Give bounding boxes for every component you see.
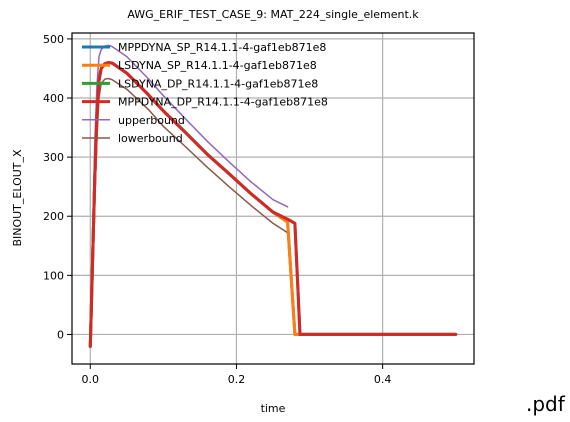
y-tick-label: 300 [43,151,64,164]
ticks: 0.0 0.2 0.4 0 100 200 300 400 500 [43,33,391,386]
legend-label-5: lowerbound [118,132,183,145]
y-tick-label: 400 [43,92,64,105]
y-tick-label: 200 [43,210,64,223]
legend-label-3: MPPDYNA_DP_R14.1.1-4-gaf1eb871e8 [118,96,328,109]
series-line-3 [88,61,458,348]
grid [72,33,474,364]
x-axis-label: time [261,402,286,415]
legend-label-0: MPPDYNA_SP_R14.1.1-4-gaf1eb871e8 [118,41,326,54]
legend-label-2: LSDYNA_DP_R14.1.1-4-gaf1eb871e8 [118,77,318,90]
x-tick-label: 0.0 [82,373,100,386]
chart-title: AWG_ERIF_TEST_CASE_9: MAT_224_single_ele… [127,8,419,21]
series-line-4 [89,44,289,348]
series-layer [88,44,458,348]
legend-label-1: LSDYNA_SP_R14.1.1-4-gaf1eb871e8 [118,59,317,72]
file-extension-label: .pdf [526,392,565,416]
y-tick-label: 500 [43,33,64,46]
y-tick-label: 0 [57,328,64,341]
y-tick-label: 100 [43,269,64,282]
plot-area-frame [71,32,475,365]
x-tick-label: 0.4 [374,373,392,386]
legend: MPPDYNA_SP_R14.1.1-4-gaf1eb871e8 LSDYNA_S… [82,41,328,145]
x-tick-label: 0.2 [228,373,246,386]
legend-label-4: upperbound [118,114,185,127]
y-axis-label: BINOUT_ELOUT_X [11,149,24,247]
